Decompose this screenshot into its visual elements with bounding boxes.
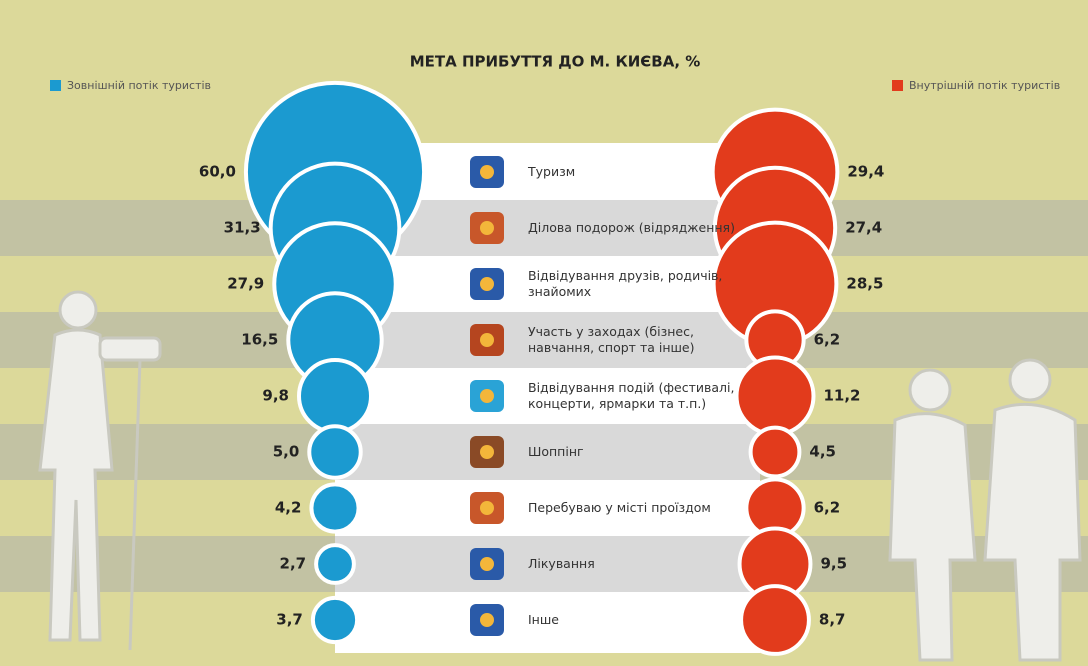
icon-detail <box>480 333 494 347</box>
icon-detail <box>480 445 494 459</box>
legend-swatch <box>892 80 903 91</box>
value-label: 4,2 <box>275 499 302 517</box>
value-label: 16,5 <box>241 331 278 349</box>
icon-detail <box>480 277 494 291</box>
bubble <box>737 358 814 435</box>
icon-detail <box>480 613 494 627</box>
value-label: 29,4 <box>847 163 884 181</box>
category-label: Шоппінг <box>528 444 738 460</box>
icon-detail <box>480 501 494 515</box>
bubble <box>311 484 358 531</box>
chart-title: МЕТА ПРИБУТТЯ ДО М. КИЄВА, % <box>410 53 701 71</box>
category-label: Інше <box>528 612 738 628</box>
value-label: 8,7 <box>819 611 846 629</box>
category-label: Відвідування друзів, родичів, знайомих <box>528 268 738 300</box>
category-label: Перебуваю у місті проїздом <box>528 500 738 516</box>
legend-label: Зовнішній потік туристів <box>67 79 211 92</box>
value-label: 9,5 <box>820 555 847 573</box>
bubble <box>316 545 354 583</box>
category-label: Туризм <box>528 164 738 180</box>
category-label: Відвідування подій (фестивалі, концерти,… <box>528 380 738 412</box>
bubble <box>741 586 809 654</box>
category-label: Участь у заходах (бізнес, навчання, спор… <box>528 324 738 356</box>
value-label: 9,8 <box>262 387 289 405</box>
value-label: 60,0 <box>199 163 236 181</box>
category-label: Ділова подорож (відрядження) <box>528 220 738 236</box>
bubble <box>309 426 360 477</box>
icon-detail <box>480 221 494 235</box>
value-label: 2,7 <box>280 555 307 573</box>
bubble <box>299 360 371 432</box>
value-label: 31,3 <box>224 219 261 237</box>
value-label: 6,2 <box>814 331 841 349</box>
value-label: 28,5 <box>846 275 883 293</box>
value-label: 11,2 <box>823 387 860 405</box>
icon-detail <box>480 389 494 403</box>
bubble <box>751 428 800 477</box>
bubble <box>313 598 357 642</box>
icons <box>470 156 504 636</box>
value-label: 27,4 <box>845 219 882 237</box>
value-label: 27,9 <box>227 275 264 293</box>
legend-label: Внутрішній потік туристів <box>909 79 1060 92</box>
value-label: 3,7 <box>276 611 303 629</box>
icon-detail <box>480 165 494 179</box>
infographic: МЕТА ПРИБУТТЯ ДО М. КИЄВА, % Зовнішній п… <box>0 0 1088 666</box>
legend-swatch <box>50 80 61 91</box>
value-label: 5,0 <box>273 443 300 461</box>
icon-detail <box>480 557 494 571</box>
value-label: 4,5 <box>809 443 836 461</box>
value-label: 6,2 <box>814 499 841 517</box>
category-label: Лікування <box>528 556 738 572</box>
